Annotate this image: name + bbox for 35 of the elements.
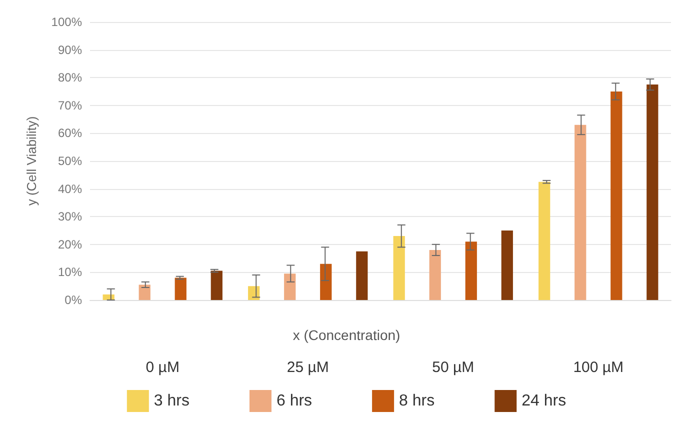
y-tick-label: 10% bbox=[58, 265, 82, 280]
bar bbox=[574, 124, 586, 300]
y-tick-label: 80% bbox=[58, 70, 82, 85]
y-tick-label: 100% bbox=[51, 15, 82, 29]
bar bbox=[501, 230, 513, 300]
y-tick-label: 90% bbox=[58, 42, 82, 57]
legend-label: 8 hrs bbox=[399, 392, 435, 410]
bar bbox=[429, 250, 441, 300]
x-tick-label: 50 µM bbox=[432, 359, 474, 376]
legend-label: 24 hrs bbox=[522, 392, 566, 410]
bar bbox=[465, 242, 477, 300]
x-tick-label: 100 µM bbox=[573, 359, 624, 376]
bar bbox=[538, 182, 550, 300]
legend-label: 6 hrs bbox=[276, 392, 312, 410]
bar bbox=[610, 92, 622, 300]
legend-label: 3 hrs bbox=[154, 392, 190, 410]
y-tick-label: 50% bbox=[58, 154, 82, 168]
bar bbox=[138, 284, 150, 300]
y-tick-label: 0% bbox=[64, 293, 82, 307]
x-axis-title: x (Concentration) bbox=[292, 327, 400, 343]
y-axis-title: y (Cell Viability) bbox=[24, 116, 39, 206]
y-tick-label: 40% bbox=[58, 182, 82, 196]
bar bbox=[320, 264, 332, 300]
bar bbox=[174, 278, 186, 300]
x-tick-label: 0 µM bbox=[146, 359, 180, 376]
x-tick-label: 25 µM bbox=[286, 359, 329, 376]
bar bbox=[393, 236, 405, 300]
y-tick-label: 70% bbox=[58, 98, 82, 112]
y-tick-label: 20% bbox=[58, 237, 82, 252]
y-tick-label: 60% bbox=[58, 126, 82, 140]
bar bbox=[356, 251, 368, 300]
bar bbox=[646, 84, 658, 300]
y-tick-label: 30% bbox=[58, 210, 82, 224]
bar bbox=[284, 274, 296, 300]
bar bbox=[210, 270, 222, 300]
